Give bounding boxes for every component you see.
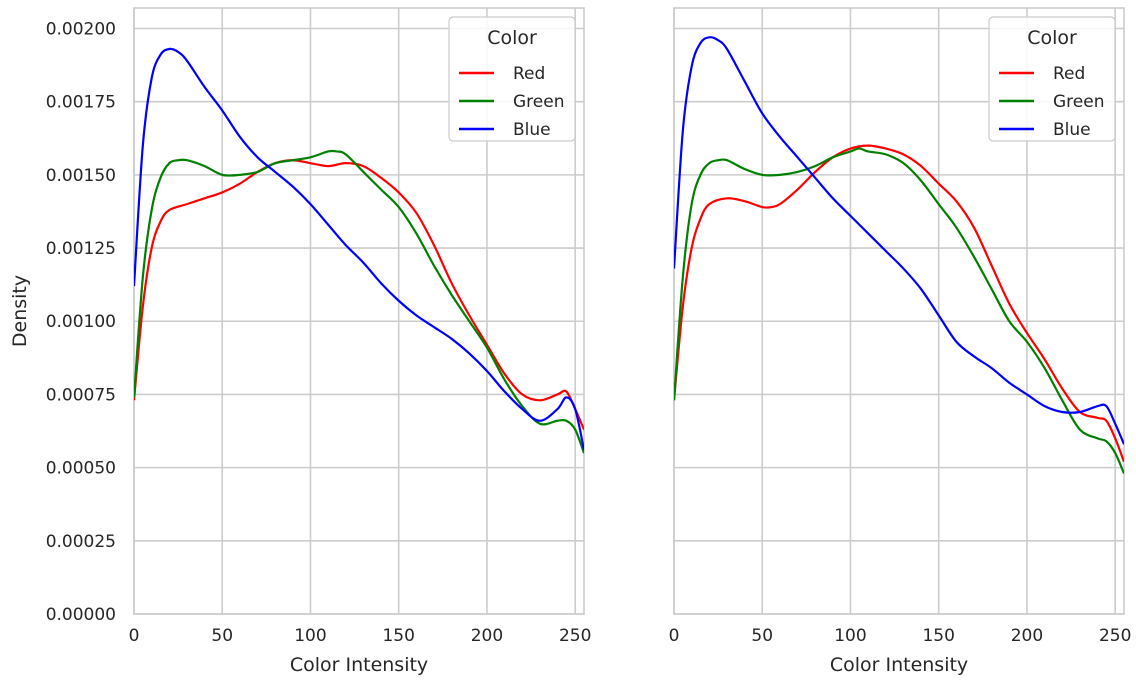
x-tick-label: 150 (922, 626, 954, 646)
y-tick-label: 0.00075 (46, 385, 116, 405)
x-axis-title: Color Intensity (290, 654, 428, 676)
legend-title: Color (487, 27, 537, 49)
y-tick-label: 0.00150 (46, 166, 116, 186)
legend-title: Color (1027, 27, 1077, 49)
x-axis-title: Color Intensity (830, 654, 968, 676)
x-tick-label: 100 (294, 626, 326, 646)
y-tick-label: 0.00100 (46, 312, 116, 332)
y-tick-label: 0.00000 (46, 605, 116, 625)
legend-label-red: Red (1053, 64, 1085, 84)
x-tick-label: 200 (1011, 626, 1043, 646)
x-tick-label: 150 (382, 626, 414, 646)
x-tick-label: 0 (669, 626, 680, 646)
series-line-red (674, 144, 1124, 463)
series-line-red (134, 159, 584, 431)
y-tick-label: 0.00125 (46, 239, 116, 259)
x-tick-label: 100 (834, 626, 866, 646)
series-line-green (674, 147, 1124, 474)
legend-label-red: Red (513, 64, 545, 84)
legend: Color Red Green Blue (448, 16, 576, 142)
x-tick-label: 200 (471, 626, 503, 646)
x-tick-label: 250 (1099, 626, 1131, 646)
x-tick-label: 50 (211, 626, 233, 646)
x-tick-label: 250 (559, 626, 591, 646)
axes-frame (673, 7, 1125, 615)
legend-label-green: Green (513, 92, 564, 112)
left-density-panel: 0 50 100 150 200 250 0.00000 0.00025 0.00050 0.00… (9, 7, 591, 676)
legend-label-green: Green (1053, 92, 1104, 112)
y-tick-label: 0.00200 (46, 19, 116, 39)
y-tick-label: 0.00025 (46, 532, 116, 552)
y-tick-label: 0.00175 (46, 93, 116, 113)
series-line-green (134, 149, 584, 454)
axes-frame (133, 7, 585, 615)
legend-label-blue: Blue (513, 120, 551, 140)
right-density-panel: 0 50 100 150 200 250 Color Intensity Color Red Gr… (669, 7, 1131, 676)
series-line-blue (134, 47, 584, 451)
y-axis-title: Density (9, 275, 31, 347)
x-tick-label: 50 (751, 626, 773, 646)
y-tick-label: 0.00050 (46, 459, 116, 479)
x-tick-label: 0 (129, 626, 140, 646)
legend-label-blue: Blue (1053, 120, 1091, 140)
legend: Color Red Green Blue (988, 16, 1116, 142)
series-line-blue (674, 36, 1124, 445)
